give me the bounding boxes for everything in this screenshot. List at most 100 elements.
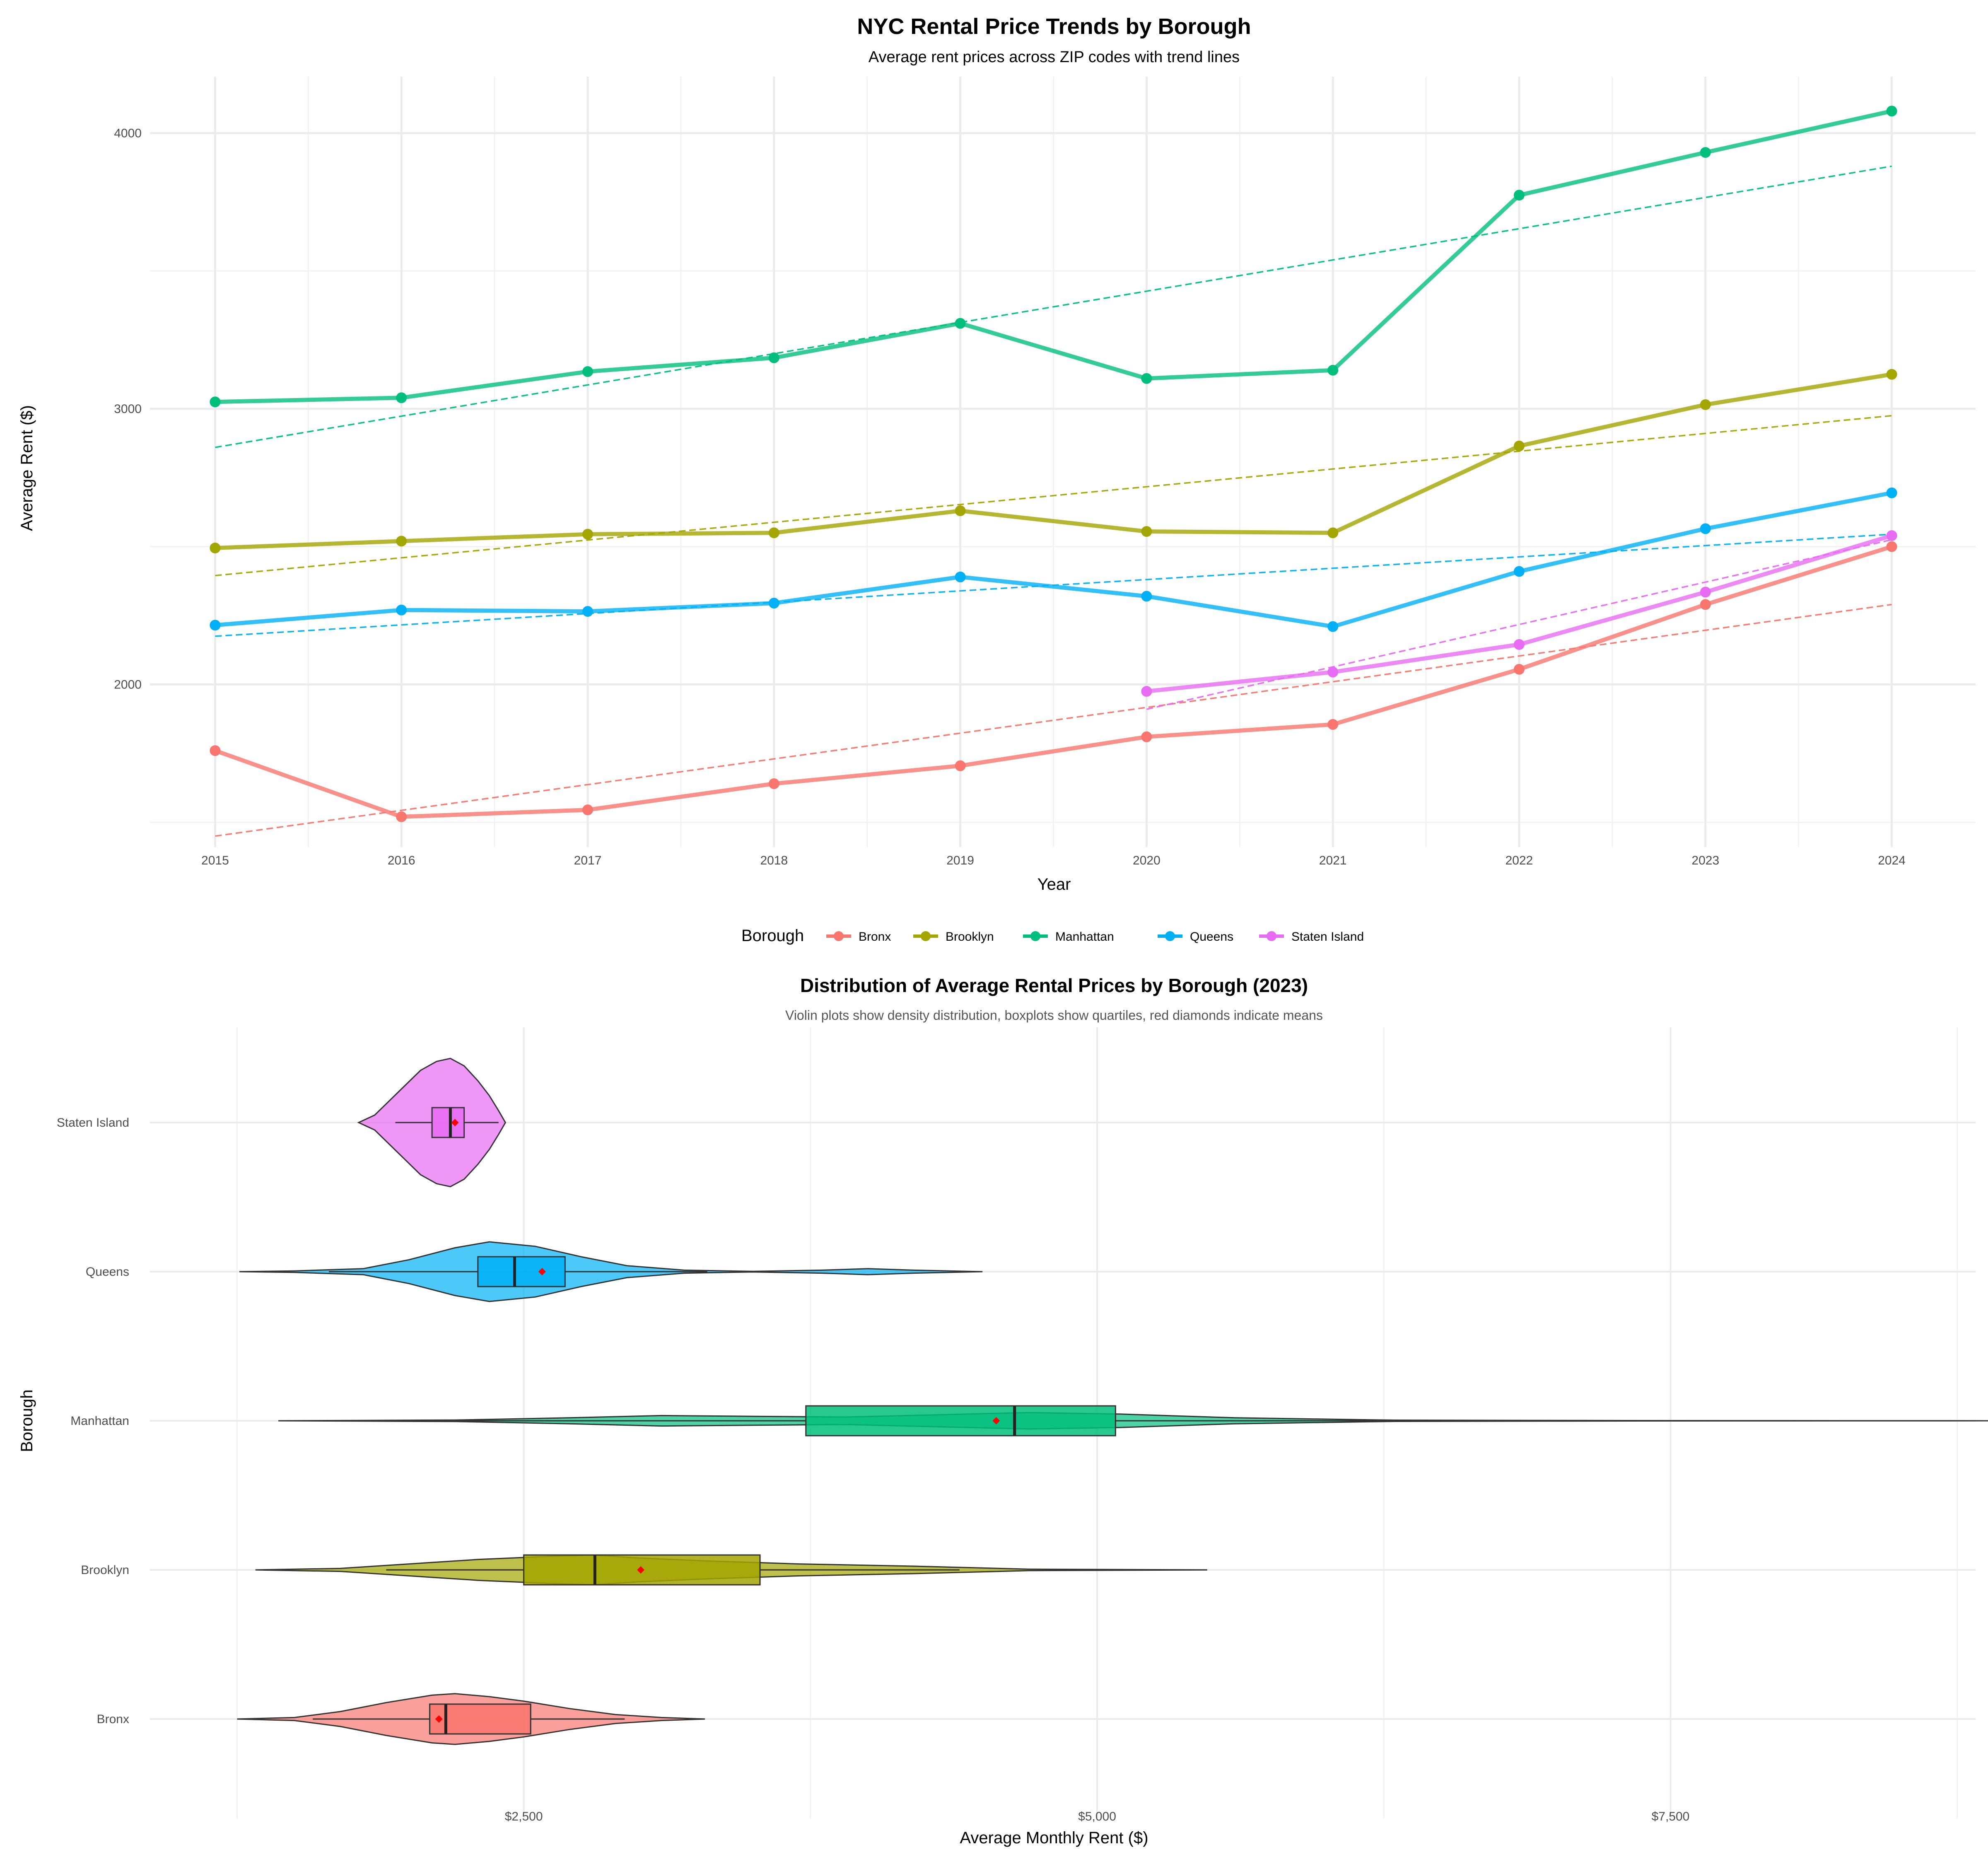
data-point-manhattan xyxy=(768,352,779,363)
line-chart-grid xyxy=(150,77,1976,847)
series-line-manhattan xyxy=(215,109,1892,404)
mean-marker-bronx xyxy=(435,1715,443,1723)
legend-key-point-bronx xyxy=(834,931,844,941)
line-x-tick-label: 2015 xyxy=(201,854,229,867)
violin-y-tick-label: Staten Island xyxy=(57,1116,129,1130)
data-point-manhattan xyxy=(955,318,966,329)
data-point-manhattan xyxy=(1141,373,1152,384)
violin-chart-y-ticks: Bronx Brooklyn Manhattan Queens Staten Islan… xyxy=(57,1116,129,1726)
legend-label-staten-island: Staten Island xyxy=(1291,930,1364,944)
data-point-brooklyn xyxy=(396,536,407,547)
violin-x-tick-label: $7,500 xyxy=(1652,1810,1690,1823)
trend-line-manhattan xyxy=(215,165,1892,448)
data-point-brooklyn xyxy=(1514,440,1525,452)
line-chart-x-ticks: 2015 2016 2017 2018 2019 2020 2021 2022 2023 2024 xyxy=(201,854,1906,867)
line-x-tick-label: 2018 xyxy=(760,854,788,867)
box-manhattan xyxy=(805,1405,1116,1437)
legend-key-point-staten-island xyxy=(1267,931,1276,941)
series-line-queens xyxy=(215,490,1892,629)
data-point-staten-island xyxy=(1514,639,1525,650)
data-point-staten-island xyxy=(1700,587,1711,598)
trend-line-staten-island xyxy=(1146,539,1892,710)
data-point-queens xyxy=(955,571,966,582)
legend-title: Borough xyxy=(741,927,804,945)
data-point-brooklyn xyxy=(582,529,594,540)
data-point-manhattan xyxy=(1700,147,1711,158)
violin-y-tick-label: Manhattan xyxy=(70,1414,129,1428)
violin-x-tick-label: $5,000 xyxy=(1078,1810,1116,1823)
data-point-manhattan xyxy=(396,392,407,403)
mean-marker-brooklyn xyxy=(637,1566,645,1574)
box-staten-island xyxy=(431,1107,465,1138)
data-point-bronx xyxy=(1327,719,1339,730)
violin-chart-x-axis-title: Average Monthly Rent ($) xyxy=(960,1829,1148,1847)
data-point-bronx xyxy=(582,804,594,816)
data-point-brooklyn xyxy=(955,505,966,517)
mean-marker-queens xyxy=(538,1268,546,1275)
line-x-tick-label: 2017 xyxy=(574,854,602,867)
data-point-manhattan xyxy=(210,396,221,408)
legend-label-brooklyn: Brooklyn xyxy=(946,930,994,944)
violin-chart-subtitle: Violin plots show density distribution, … xyxy=(785,1008,1323,1023)
legend: Borough Bronx Brooklyn Manhattan Queens Stat… xyxy=(741,927,1364,945)
legend-label-manhattan: Manhattan xyxy=(1055,930,1114,944)
data-point-brooklyn xyxy=(1327,527,1339,538)
line-y-tick-label: 2000 xyxy=(114,678,142,691)
data-point-brooklyn xyxy=(1886,369,1897,380)
mean-marker-staten-island xyxy=(451,1119,459,1126)
line-chart-y-axis-title: Average Rent ($) xyxy=(18,405,36,531)
data-point-queens xyxy=(768,598,779,609)
data-point-staten-island xyxy=(1327,666,1339,678)
violin-chart-y-axis-title: Borough xyxy=(18,1389,36,1452)
legend-label-queens: Queens xyxy=(1190,930,1233,944)
line-x-tick-label: 2019 xyxy=(946,854,974,867)
line-chart-series xyxy=(210,106,1897,822)
data-point-queens xyxy=(396,604,407,616)
line-y-tick-label: 3000 xyxy=(114,402,142,416)
data-point-staten-island xyxy=(1141,686,1152,697)
line-x-tick-label: 2022 xyxy=(1505,854,1533,867)
violin-x-tick-label: $2,500 xyxy=(505,1810,543,1823)
line-chart-x-axis-title: Year xyxy=(1037,875,1071,893)
data-point-bronx xyxy=(1700,599,1711,610)
data-point-bronx xyxy=(396,811,407,822)
line-x-tick-label: 2016 xyxy=(388,854,415,867)
data-point-brooklyn xyxy=(768,527,779,538)
line-x-tick-label: 2021 xyxy=(1319,854,1347,867)
data-point-staten-island xyxy=(1886,530,1897,541)
legend-label-bronx: Bronx xyxy=(859,930,891,944)
data-point-bronx xyxy=(768,778,779,789)
violin-y-tick-label: Queens xyxy=(86,1265,129,1279)
mean-marker-manhattan xyxy=(992,1417,1000,1425)
data-point-queens xyxy=(1700,523,1711,534)
line-x-tick-label: 2023 xyxy=(1691,854,1719,867)
data-point-bronx xyxy=(1141,731,1152,742)
data-point-queens xyxy=(1886,487,1897,498)
data-point-brooklyn xyxy=(1700,399,1711,410)
data-point-bronx xyxy=(1886,541,1897,552)
violin-chart-violins xyxy=(237,1058,1988,1745)
legend-key-point-queens xyxy=(1165,931,1175,941)
line-chart-subtitle: Average rent prices across ZIP codes wit… xyxy=(869,48,1240,66)
line-x-tick-label: 2024 xyxy=(1878,854,1906,867)
box-queens xyxy=(477,1256,566,1287)
data-point-bronx xyxy=(1514,664,1525,675)
trend-line-bronx xyxy=(215,604,1892,837)
data-point-brooklyn xyxy=(1141,526,1152,537)
data-point-queens xyxy=(210,620,221,631)
series-line-bronx xyxy=(214,544,1893,819)
line-chart-y-ticks: 2000 3000 4000 xyxy=(114,126,142,691)
data-point-queens xyxy=(1514,566,1525,577)
data-point-queens xyxy=(1327,621,1339,632)
line-y-tick-label: 4000 xyxy=(114,126,142,140)
series-line-brooklyn xyxy=(215,372,1892,550)
violin-y-tick-label: Bronx xyxy=(97,1712,129,1726)
data-point-manhattan xyxy=(1514,190,1525,201)
data-point-manhattan xyxy=(1327,365,1339,376)
data-point-brooklyn xyxy=(210,542,221,553)
data-point-bronx xyxy=(210,745,221,756)
legend-key-point-manhattan xyxy=(1030,931,1040,941)
violin-chart-x-ticks: $2,500 $5,000 $7,500 xyxy=(505,1810,1690,1823)
